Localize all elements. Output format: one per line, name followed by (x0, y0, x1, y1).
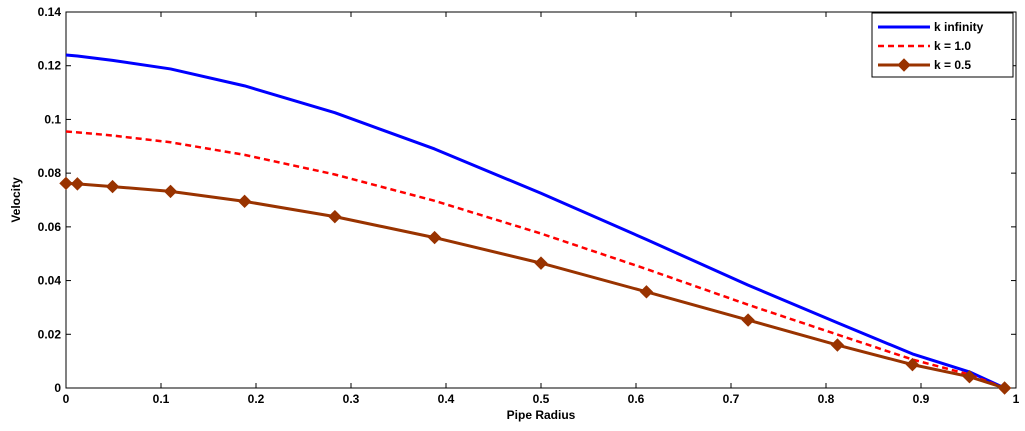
axis-ticks: 0 0.1 0.2 0.3 0.4 0.5 0.6 0.7 0.8 0.9 1 0 0.02 0.04 0.… (38, 5, 1020, 406)
y-axis-label: Velocity (9, 177, 23, 223)
x-tick-label: 0.5 (533, 392, 550, 406)
series-point-2 (997, 381, 1012, 395)
y-tick-label: 0.08 (38, 166, 62, 180)
y-tick-label: 0.12 (38, 59, 62, 73)
series-point-2 (741, 313, 755, 327)
legend-label-1: k = 1.0 (934, 39, 971, 53)
y-tick-label: 0.02 (38, 327, 62, 341)
y-tick-label: 0.04 (38, 274, 62, 288)
data-series (59, 53, 1012, 395)
x-axis-label: Pipe Radius (507, 408, 576, 422)
x-tick-label: 0.9 (913, 392, 930, 406)
series-point-2 (830, 338, 845, 352)
series-point-2 (427, 230, 442, 245)
x-tick-label: 0.4 (438, 392, 455, 406)
x-tick-label: 0 (63, 392, 70, 406)
x-tick-label: 0.3 (343, 392, 360, 406)
legend: k infinity k = 1.0 k = 0.5 (871, 12, 1014, 78)
series-point-2 (70, 177, 85, 191)
y-tick-label: 0.06 (38, 220, 62, 234)
series-point-2 (962, 370, 977, 384)
x-tick-label: 0.2 (248, 392, 265, 406)
series-point-2 (328, 209, 342, 224)
y-tick-label: 0.14 (38, 5, 62, 19)
series-point-2 (905, 357, 920, 372)
series-line-1 (65, 130, 1006, 390)
y-tick-label: 0.1 (44, 112, 61, 126)
y-tick-label: 0 (54, 381, 61, 395)
series-point-2 (59, 176, 73, 191)
series-point-2 (163, 184, 178, 199)
x-tick-label: 0.6 (628, 392, 645, 406)
x-tick-label: 0.8 (818, 392, 835, 406)
legend-label-2: k = 0.5 (934, 58, 971, 72)
series-line-0 (65, 53, 1006, 390)
series-point-2 (639, 285, 654, 299)
legend-label-0: k infinity (934, 20, 984, 34)
series-line-2 (65, 181, 1006, 390)
legend-marker-2 (897, 58, 911, 72)
x-tick-label: 0.7 (723, 392, 740, 406)
x-tick-label: 1 (1013, 392, 1020, 406)
series-point-2 (237, 194, 252, 209)
series-point-2 (105, 179, 120, 194)
series-point-2 (534, 256, 548, 270)
x-tick-label: 0.1 (153, 392, 170, 406)
